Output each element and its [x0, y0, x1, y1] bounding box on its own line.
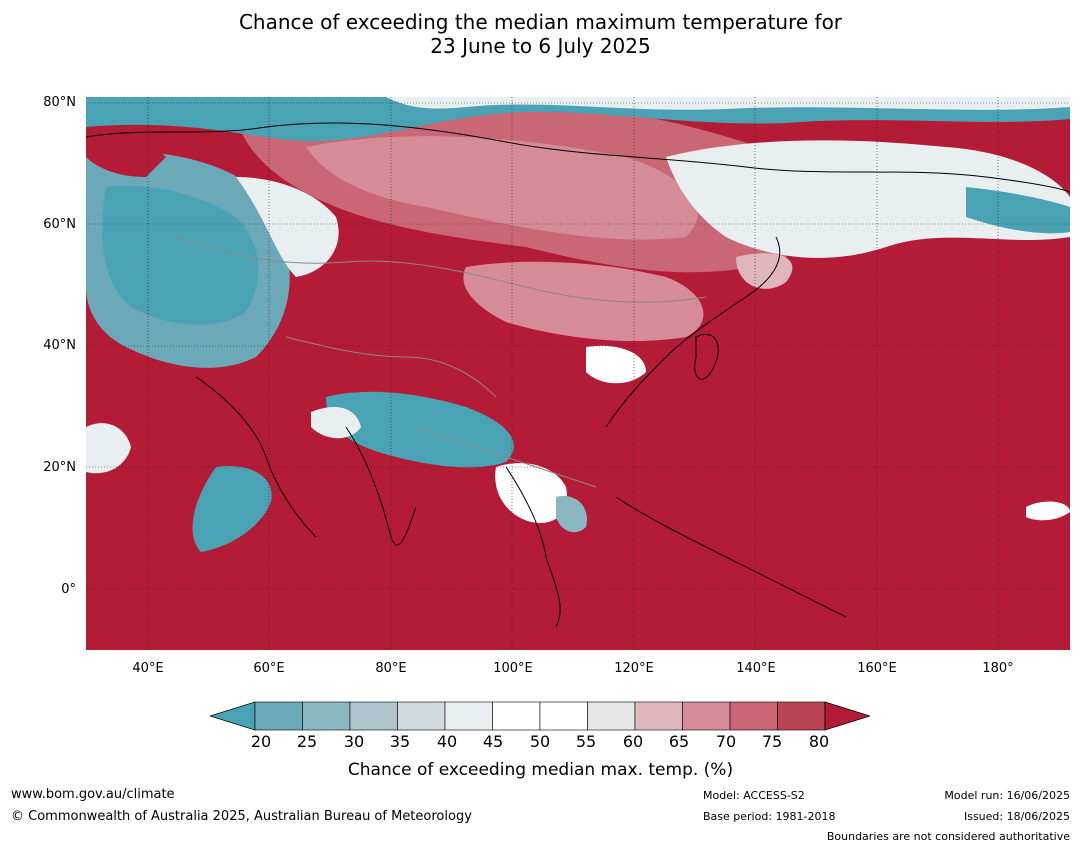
lon-label-60e: 60°E: [253, 661, 285, 676]
coastline-india: [345, 426, 417, 546]
lat-label-40n: 40°N: [43, 338, 76, 353]
colorbar-tick-40: 40: [436, 732, 458, 751]
mediterranean-white: [86, 423, 131, 474]
colorbar-label: Chance of exceeding median max. temp. (%…: [347, 760, 734, 780]
lat-label-20n: 20°N: [43, 460, 76, 475]
kamchatka-teal: [966, 187, 1070, 234]
colorbar-tick-60: 60: [622, 732, 644, 751]
colorbar-segment: [349, 701, 398, 731]
lon-label-100e: 100°E: [493, 661, 533, 676]
lon-label-140e: 140°E: [736, 661, 776, 676]
colorbar-segment: [587, 701, 636, 731]
footer-boundaries-note: Boundaries are not considered authoritat…: [826, 830, 1070, 843]
colorbar-tick-55: 55: [575, 732, 597, 751]
coastline-indonesia: [615, 496, 847, 618]
colorbar-segment: [729, 701, 778, 731]
urals-white: [236, 177, 339, 277]
probability-map[interactable]: [86, 97, 1070, 650]
lon-label-80e: 80°E: [375, 661, 407, 676]
colorbar-extend-low: [208, 701, 256, 731]
footer-website-link[interactable]: www.bom.gov.au/climate: [11, 787, 175, 802]
colorbar-tick-20: 20: [250, 732, 272, 751]
coastline-china: [605, 236, 781, 428]
north-china-white: [586, 345, 646, 384]
footer-base-period: Base period: 1981-2018: [703, 810, 836, 823]
colorbar-segment: [634, 701, 683, 731]
coastline-indochina: [505, 466, 561, 628]
central-siberia-region: [306, 136, 698, 240]
northeast-siberia-white: [666, 140, 1070, 258]
colorbar-segment: [492, 701, 541, 731]
colorbar-tick-45: 45: [482, 732, 504, 751]
colorbar-tick-25: 25: [296, 732, 318, 751]
map-canvas: [86, 97, 1070, 650]
pacific-white: [1026, 501, 1070, 521]
colorbar-segment: [302, 701, 351, 731]
chart-title: Chance of exceeding the median maximum t…: [0, 10, 1081, 58]
colorbar-tick-50: 50: [529, 732, 551, 751]
coastline-japan: [694, 334, 719, 380]
border-central-asia: [285, 336, 497, 398]
colorbar-extend-high: [824, 701, 872, 731]
colorbar-tick-80: 80: [808, 732, 830, 751]
colorbar-tick-65: 65: [668, 732, 690, 751]
colorbar-svg: [208, 701, 872, 731]
colorbar: [208, 700, 872, 760]
lon-label-120e: 120°E: [614, 661, 654, 676]
lon-label-160e: 160°E: [857, 661, 897, 676]
title-line-1: Chance of exceeding the median maximum t…: [238, 10, 843, 34]
mongolia-pink: [463, 261, 704, 342]
lat-label-80n: 80°N: [43, 95, 76, 110]
footer-copyright: © Commonwealth of Australia 2025, Austra…: [11, 809, 472, 824]
colorbar-segment: [682, 701, 731, 731]
footer-model-run: Model run: 16/06/2025: [944, 789, 1070, 802]
lon-label-40e: 40°E: [132, 661, 164, 676]
title-line-2: 23 June to 6 July 2025: [430, 34, 651, 58]
colorbar-tick-75: 75: [761, 732, 783, 751]
lon-label-180: 180°: [982, 661, 1014, 676]
colorbar-tick-30: 30: [343, 732, 365, 751]
colorbar-segment: [254, 701, 303, 731]
scandinavia-red: [86, 127, 166, 177]
tibet-teal: [326, 391, 514, 468]
colorbar-tick-70: 70: [715, 732, 737, 751]
colorbar-tick-35: 35: [389, 732, 411, 751]
arctic-teal-band: [86, 97, 1070, 142]
arctic-white-band: [386, 97, 1070, 110]
arabian-sea-teal: [192, 466, 272, 552]
colorbar-segment: [444, 701, 493, 731]
south-china-sea-teal: [556, 496, 587, 533]
border-russia-south: [175, 236, 707, 303]
border-himalaya: [415, 426, 597, 488]
colorbar-segment: [397, 701, 446, 731]
map-gridlines: [86, 97, 1070, 650]
colorbar-segment: [539, 701, 588, 731]
coastline-arctic: [86, 122, 1070, 193]
lat-label-60n: 60°N: [43, 217, 76, 232]
lat-label-0: 0°: [61, 582, 76, 597]
footer-issued: Issued: 18/06/2025: [963, 810, 1070, 823]
kazakhstan-teal: [102, 185, 259, 325]
footer-model: Model: ACCESS-S2: [703, 789, 805, 802]
colorbar-segment: [777, 701, 826, 731]
coastline-arabia: [195, 376, 317, 538]
